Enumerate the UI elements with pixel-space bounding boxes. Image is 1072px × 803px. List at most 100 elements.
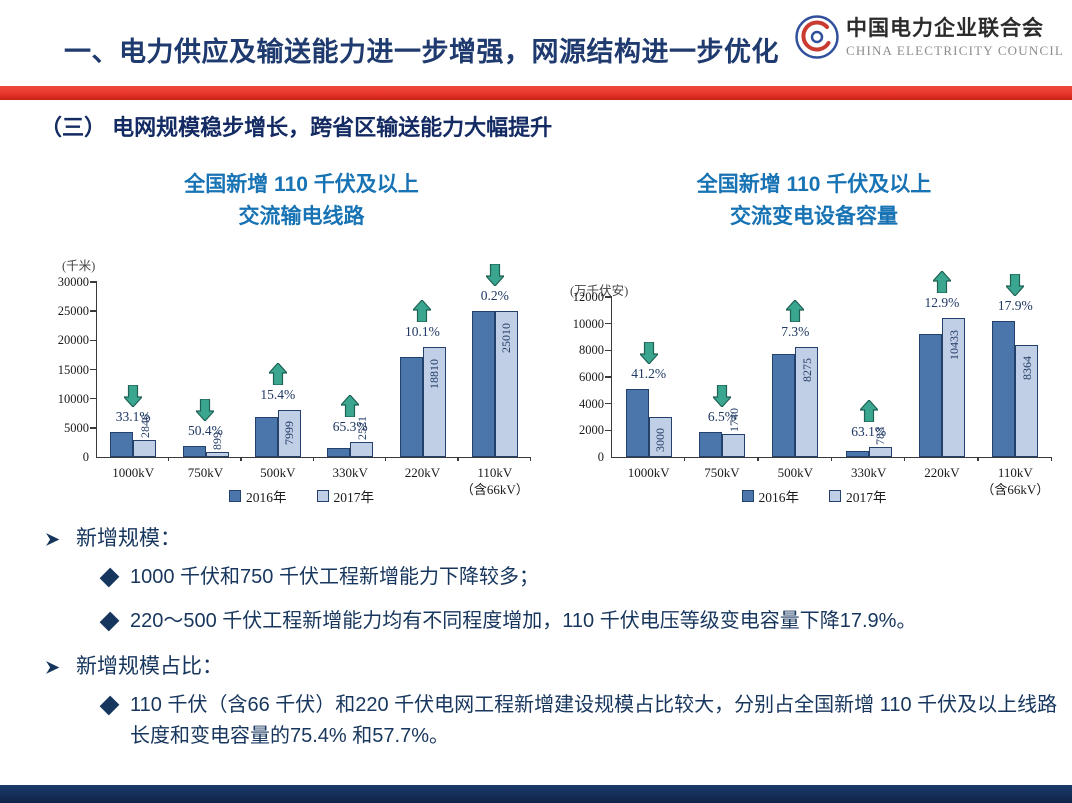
logo-cn-text: 中国电力企业联合会 xyxy=(845,17,1044,40)
y-tick-mark xyxy=(605,322,612,325)
chart-transformer-capacity: 全国新增 110 千伏及以上 交流变电设备容量 (万千伏安) 0 2000 4000… xyxy=(564,163,1064,510)
percent-label: 65.3% xyxy=(332,419,368,435)
change-annotation: 7.3% xyxy=(759,299,832,340)
down-arrow-icon xyxy=(1006,274,1025,297)
bar-2016 xyxy=(992,321,1016,457)
logo-en-text: CHINA ELECTRICITY COUNCIL xyxy=(845,43,1064,59)
y-tick-mark xyxy=(605,349,612,352)
down-arrow-icon xyxy=(712,385,731,408)
change-annotation: 10.1% xyxy=(386,300,458,340)
cec-logo: 中国电力企业联合会 CHINA ELECTRICITY COUNCIL xyxy=(794,14,1064,60)
y-tick-mark xyxy=(605,296,612,298)
plot-area: 0 5000 10000 15000 20000 25000 30000 2846 33.1% 1… xyxy=(58,263,531,497)
chart-title-line: 交流变电设备容量 xyxy=(730,204,898,228)
change-annotation: 15.4% xyxy=(242,363,314,403)
y-tick-label: 2000 xyxy=(579,423,604,438)
bullet-item: 1000 千伏和750 千伏工程新增能力下降较多； xyxy=(99,562,1058,593)
y-tick-label: 10000 xyxy=(572,316,604,331)
percent-label: 15.4% xyxy=(260,387,296,403)
y-tick-mark xyxy=(605,376,612,378)
legend-label: 2017年 xyxy=(846,490,887,505)
x-axis-label: 500kV xyxy=(260,465,296,480)
bar-2017 xyxy=(648,417,672,457)
legend-item: 2017年 xyxy=(316,486,375,506)
bar-2016 xyxy=(919,333,942,457)
x-axis-label: 330kV xyxy=(332,465,368,480)
percent-label: 6.5% xyxy=(707,409,737,425)
bar-2016 xyxy=(471,310,495,457)
change-annotation: 6.5% xyxy=(685,385,758,425)
x-tick-mark xyxy=(830,457,832,461)
up-arrow-icon xyxy=(268,363,287,386)
change-annotation: 33.1% xyxy=(97,385,169,425)
x-tick-mark xyxy=(167,457,170,461)
legend-swatch xyxy=(316,490,329,502)
y-tick-label: 6000 xyxy=(579,370,604,384)
bar-2016 xyxy=(254,416,278,457)
x-axis-label: 110kV （含66kV） xyxy=(981,465,1050,497)
down-arrow-icon xyxy=(124,385,143,408)
y-tick-mark xyxy=(90,368,97,371)
x-axis-label: 220kV xyxy=(404,465,441,480)
legend-label: 2017年 xyxy=(333,490,375,505)
change-annotation: 65.3% xyxy=(314,395,386,435)
bar-2016 xyxy=(625,388,649,457)
bullet-label: 新增规模占比： xyxy=(76,655,223,678)
chart-title: 全国新增 110 千伏及以上 交流输电线路 xyxy=(58,169,545,232)
x-tick-mark xyxy=(683,457,686,461)
x-axis-label: 1000kV xyxy=(627,465,670,480)
bullet-group-scale: 新增规模： xyxy=(45,522,1058,552)
y-tick-mark xyxy=(90,281,97,283)
y-tick-mark xyxy=(90,339,97,342)
y-tick-label: 20000 xyxy=(57,333,89,348)
chart-legend: 2016年 2017年 xyxy=(58,486,545,506)
bar-value-label: 25010 xyxy=(499,323,514,354)
y-tick-label: 15000 xyxy=(57,362,89,377)
bullet-text: 1000 千伏和750 千伏工程新增能力下降较多； xyxy=(130,566,539,588)
x-tick-mark xyxy=(384,457,387,461)
y-tick-mark xyxy=(605,429,612,432)
bar-2017 xyxy=(205,451,229,457)
footer-bar xyxy=(0,785,1072,803)
bar-2017 xyxy=(494,311,518,457)
cec-emblem-icon xyxy=(795,15,839,59)
bar-value-label: 18810 xyxy=(427,359,441,390)
bar-2016 xyxy=(845,450,869,457)
y-tick-mark xyxy=(90,310,97,312)
legend-swatch xyxy=(741,490,754,502)
bar-2016 xyxy=(699,432,722,457)
y-tick-label: 10000 xyxy=(57,391,89,406)
y-tick-label: 25000 xyxy=(57,304,89,319)
x-tick-mark xyxy=(903,457,906,461)
bar-2016 xyxy=(110,432,134,457)
bar-value-label: 8364 xyxy=(1019,356,1034,381)
x-tick-mark xyxy=(240,457,242,461)
change-annotation: 50.4% xyxy=(169,399,241,439)
percent-label: 7.3% xyxy=(781,323,810,339)
bar-2017 xyxy=(350,442,374,457)
bar-value-label: 8275 xyxy=(799,357,814,382)
x-axis-label: 750kV xyxy=(187,465,224,480)
percent-label: 0.2% xyxy=(480,287,509,303)
bullet-group-share: 新增规模占比： xyxy=(45,650,1058,680)
bar-value-label: 10433 xyxy=(946,329,961,360)
x-axis-label: 750kV xyxy=(704,465,740,480)
x-axis-label: 330kV xyxy=(850,465,887,480)
legend-label: 2016年 xyxy=(758,490,800,505)
change-annotation: 17.9% xyxy=(979,274,1052,314)
arrow-bullet-icon xyxy=(46,661,60,674)
legend-item: 2016年 xyxy=(741,486,800,506)
up-arrow-icon xyxy=(932,270,951,293)
bar-2016 xyxy=(182,446,206,457)
y-axis-unit: (千米) xyxy=(62,259,96,273)
bar-2017 xyxy=(1015,345,1039,457)
header-divider xyxy=(0,86,1072,100)
chart-title-line: 交流输电线路 xyxy=(238,204,365,228)
up-arrow-icon xyxy=(341,395,360,418)
legend-item: 2017年 xyxy=(829,486,887,506)
legend-swatch xyxy=(229,490,241,502)
y-tick-mark xyxy=(605,402,612,405)
bullet-list: 新增规模： 1000 千伏和750 千伏工程新增能力下降较多； 220～500 … xyxy=(45,522,1058,765)
x-tick-mark xyxy=(757,457,759,461)
percent-label: 50.4% xyxy=(188,423,223,439)
